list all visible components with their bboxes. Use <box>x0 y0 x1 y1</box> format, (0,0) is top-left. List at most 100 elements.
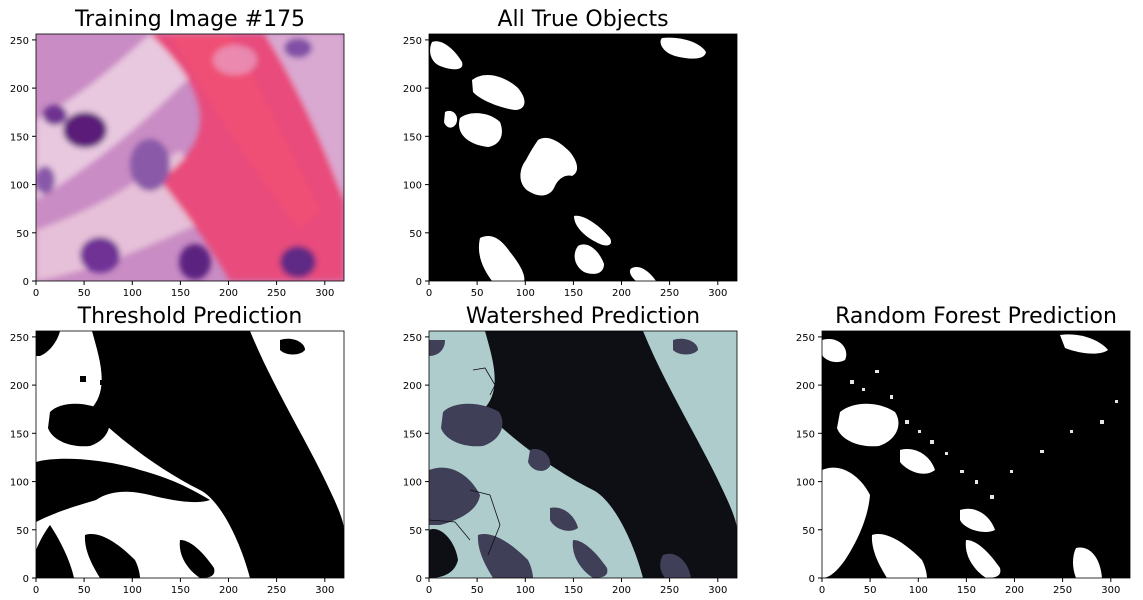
svg-text:100: 100 <box>516 288 535 299</box>
x-tick: 0 <box>33 281 39 299</box>
y-tick: 0 <box>416 574 429 585</box>
y-tick: 150 <box>10 132 36 143</box>
svg-text:150: 150 <box>403 429 422 440</box>
y-tick: 200 <box>10 381 36 392</box>
x-axis: 0 50 100 150 200 250 300 <box>33 578 334 596</box>
svg-text:150: 150 <box>403 132 422 143</box>
svg-text:150: 150 <box>564 288 583 299</box>
x-tick: 100 <box>516 281 535 299</box>
svg-text:100: 100 <box>10 478 29 489</box>
svg-text:250: 250 <box>267 585 286 596</box>
x-tick: 150 <box>171 578 190 596</box>
svg-text:100: 100 <box>796 478 815 489</box>
y-axis: 0 50 100 150 200 250 <box>796 333 822 585</box>
y-tick: 50 <box>409 229 429 240</box>
y-axis: 0 50 100 150 200 250 <box>10 36 36 288</box>
svg-text:300: 300 <box>315 585 334 596</box>
svg-text:0: 0 <box>819 585 825 596</box>
x-tick: 0 <box>819 578 825 596</box>
svg-text:200: 200 <box>612 288 631 299</box>
x-tick: 300 <box>708 281 727 299</box>
y-tick: 150 <box>403 132 429 143</box>
svg-text:0: 0 <box>426 585 432 596</box>
threshold-mask <box>36 331 344 578</box>
x-tick: 200 <box>612 281 631 299</box>
x-axis: 0 50 100 150 200 250 300 <box>819 578 1120 596</box>
svg-text:250: 250 <box>1053 585 1072 596</box>
svg-text:200: 200 <box>403 381 422 392</box>
svg-text:150: 150 <box>171 288 190 299</box>
svg-text:150: 150 <box>957 585 976 596</box>
y-tick: 0 <box>416 277 429 288</box>
x-tick: 50 <box>78 578 90 596</box>
svg-text:100: 100 <box>403 478 422 489</box>
svg-text:0: 0 <box>23 277 29 288</box>
svg-text:150: 150 <box>10 429 29 440</box>
svg-text:50: 50 <box>16 229 29 240</box>
x-tick: 50 <box>471 578 484 596</box>
random-forest-mask <box>822 331 1130 578</box>
x-axis: 0 50 100 150 200 250 300 <box>426 578 727 596</box>
svg-text:250: 250 <box>267 288 286 299</box>
svg-text:300: 300 <box>315 288 334 299</box>
svg-text:100: 100 <box>516 585 535 596</box>
y-tick: 50 <box>16 229 36 240</box>
svg-text:250: 250 <box>796 333 815 344</box>
svg-text:100: 100 <box>123 585 142 596</box>
svg-text:150: 150 <box>10 132 29 143</box>
x-tick: 150 <box>564 281 583 299</box>
x-tick: 250 <box>267 281 286 299</box>
svg-text:100: 100 <box>10 181 29 192</box>
svg-text:200: 200 <box>612 585 631 596</box>
svg-text:0: 0 <box>23 574 29 585</box>
x-tick: 200 <box>612 578 631 596</box>
svg-text:250: 250 <box>10 333 29 344</box>
svg-text:200: 200 <box>10 381 29 392</box>
svg-text:50: 50 <box>471 585 484 596</box>
x-tick: 250 <box>660 578 679 596</box>
y-tick: 200 <box>796 381 822 392</box>
y-tick: 250 <box>796 333 822 344</box>
svg-text:50: 50 <box>409 229 422 240</box>
x-tick: 0 <box>426 281 432 299</box>
x-tick: 300 <box>315 578 334 596</box>
svg-text:0: 0 <box>33 288 39 299</box>
panel-title: Training Image #175 <box>74 7 306 32</box>
y-tick: 250 <box>10 36 36 47</box>
svg-text:0: 0 <box>416 277 422 288</box>
y-tick: 150 <box>796 429 822 440</box>
x-tick: 250 <box>267 578 286 596</box>
panel-title: Watershed Prediction <box>465 304 701 329</box>
y-tick: 100 <box>10 181 36 192</box>
true-objects-mask <box>429 34 737 281</box>
x-tick: 300 <box>1101 578 1120 596</box>
y-tick: 50 <box>802 526 822 537</box>
y-tick: 250 <box>10 333 36 344</box>
x-tick: 250 <box>1053 578 1072 596</box>
y-tick: 250 <box>403 333 429 344</box>
y-tick: 250 <box>403 36 429 47</box>
svg-text:300: 300 <box>1101 585 1120 596</box>
svg-text:100: 100 <box>909 585 928 596</box>
y-tick: 150 <box>10 429 36 440</box>
svg-text:300: 300 <box>708 585 727 596</box>
svg-text:100: 100 <box>403 181 422 192</box>
x-axis: 0 50 100 150 200 250 300 <box>426 281 727 299</box>
svg-text:0: 0 <box>33 585 39 596</box>
svg-text:250: 250 <box>403 36 422 47</box>
svg-text:50: 50 <box>78 288 91 299</box>
y-tick: 0 <box>23 277 36 288</box>
svg-text:0: 0 <box>809 574 815 585</box>
y-tick: 200 <box>10 84 36 95</box>
watershed-labels <box>429 331 737 578</box>
he-stain-image <box>36 34 344 281</box>
x-tick: 200 <box>219 578 238 596</box>
x-tick: 150 <box>171 281 190 299</box>
panel-title: All True Objects <box>497 7 669 32</box>
svg-text:0: 0 <box>416 574 422 585</box>
y-tick: 100 <box>403 181 429 192</box>
svg-text:200: 200 <box>219 585 238 596</box>
